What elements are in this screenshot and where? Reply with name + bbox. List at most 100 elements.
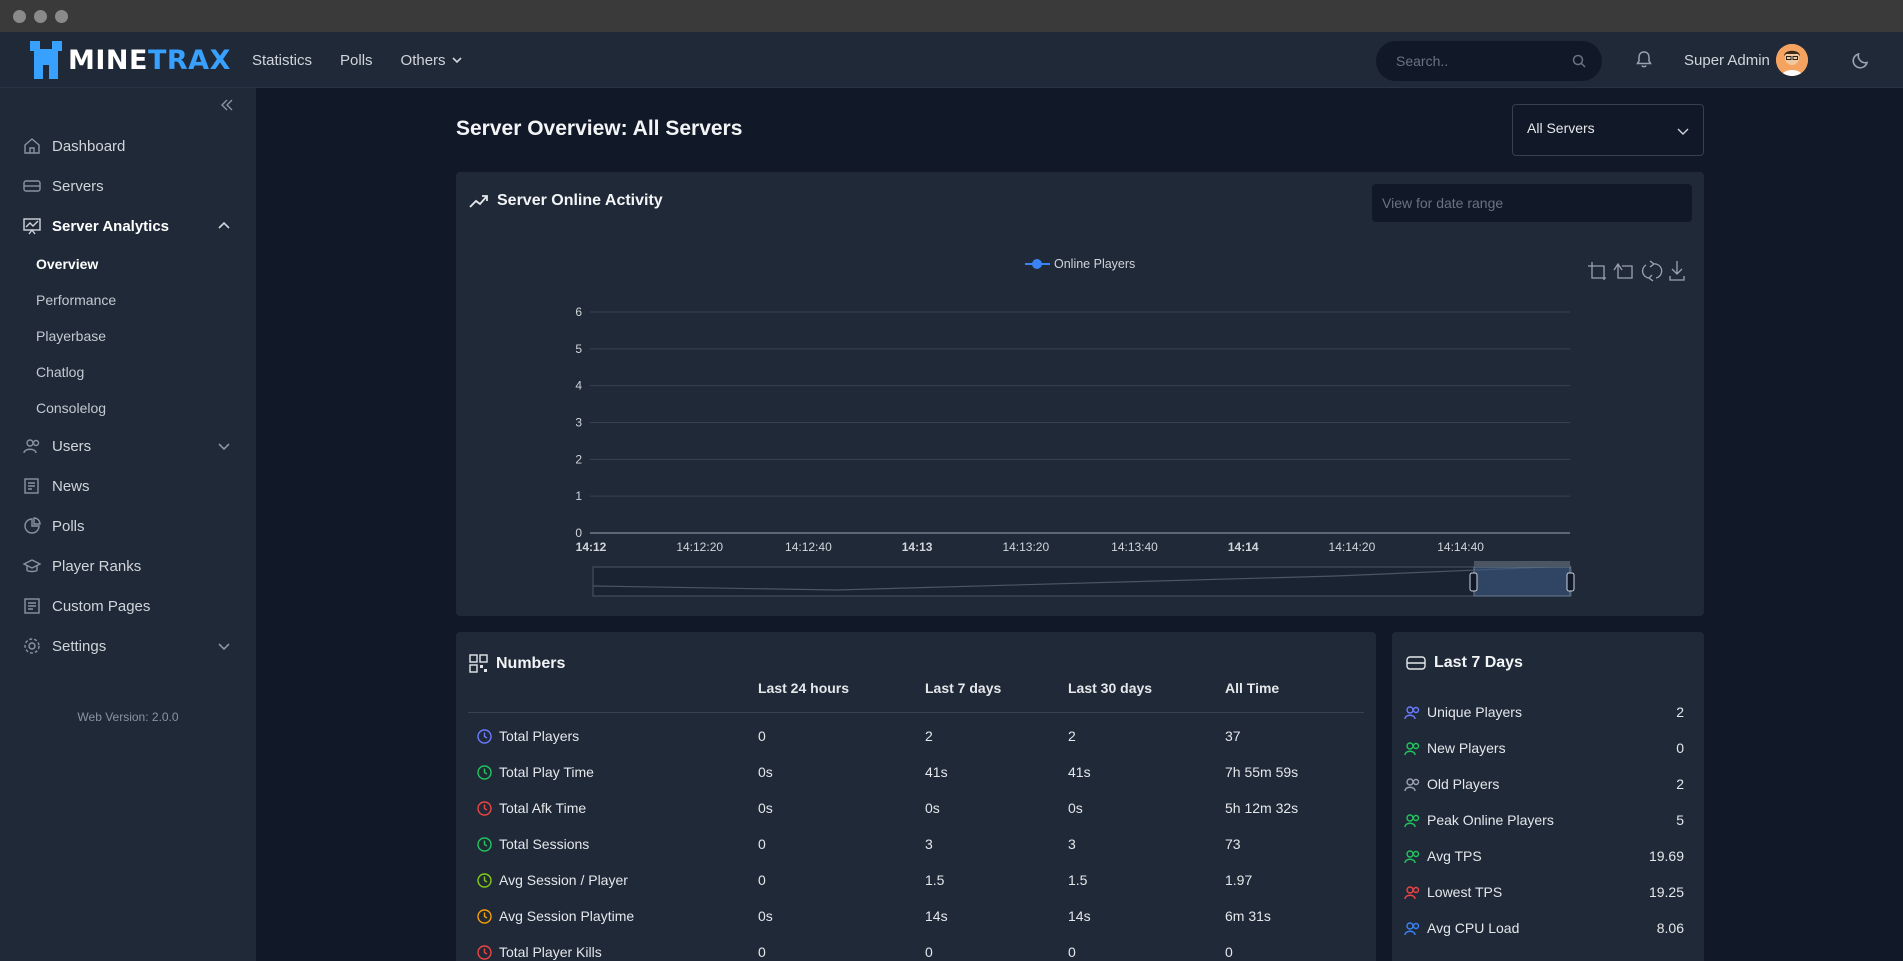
sidebar-item-server-analytics[interactable]: Server Analytics — [0, 206, 256, 246]
chart-legend[interactable]: Online Players — [1025, 257, 1135, 271]
search-icon[interactable] — [1572, 54, 1586, 68]
clock-icon — [477, 800, 492, 816]
chart-toolbox — [1588, 260, 1685, 282]
date-range-picker[interactable] — [1372, 184, 1692, 222]
web-version: Web Version: 2.0.0 — [77, 710, 179, 724]
chevron-down-icon[interactable] — [218, 640, 230, 652]
sidebar-subitem-playerbase[interactable]: Playerbase — [36, 328, 107, 344]
list-item-value: 0 — [1676, 740, 1684, 756]
x-tick-label: 14:13:40 — [1111, 540, 1158, 554]
row-label-cell: Total Play Time — [476, 754, 594, 790]
table-cell: 14s — [1068, 908, 1091, 924]
table-cell: 41s — [1068, 764, 1091, 780]
table-cell: 0 — [1068, 944, 1076, 960]
zoom-reset-icon[interactable] — [1613, 262, 1633, 279]
sidebar-item-polls[interactable]: Polls — [0, 506, 256, 546]
moon-icon[interactable] — [1852, 50, 1871, 69]
window-close-dot[interactable] — [13, 10, 26, 23]
sidebar-item-servers[interactable]: Servers — [0, 166, 256, 206]
x-tick-label: 14:13:20 — [1002, 540, 1049, 554]
sidebar-item-label: Users — [52, 437, 92, 455]
sidebar-subitem-consolelog[interactable]: Consolelog — [36, 400, 107, 416]
window-maximize-dot[interactable] — [55, 10, 68, 23]
sidebar-item-custom-pages[interactable]: Custom Pages — [0, 586, 256, 626]
sidebar-subitem-performance[interactable]: Performance — [36, 292, 117, 308]
date-range-input[interactable] — [1372, 184, 1692, 222]
stat-icon — [1404, 777, 1420, 791]
sidebar-item-player-ranks[interactable]: Player Ranks — [0, 546, 256, 586]
polls-icon — [24, 517, 41, 534]
data-zoom-right-handle[interactable] — [1566, 572, 1575, 592]
search-input[interactable] — [1376, 41, 1566, 81]
nav-others-label: Others — [400, 51, 446, 69]
table-row: Total Sessions 0 3 3 73 — [468, 826, 1364, 862]
bell-icon[interactable] — [1635, 50, 1653, 69]
user-menu[interactable]: Super Admin — [1684, 32, 1808, 88]
window-minimize-dot[interactable] — [34, 10, 47, 23]
server-icon — [23, 180, 41, 192]
sidebar-subitem-chatlog[interactable]: Chatlog — [36, 364, 85, 380]
list-item-label: Avg CPU Load — [1427, 920, 1520, 936]
y-tick-label: 3 — [575, 416, 582, 430]
sidebar-item-dashboard[interactable]: Dashboard — [0, 126, 256, 166]
data-zoom-selection[interactable] — [1473, 566, 1571, 597]
chevron-down-icon — [1677, 128, 1689, 135]
table-cell: 0 — [758, 728, 766, 744]
users-icon — [23, 439, 40, 454]
list-item-label: Old Players — [1427, 776, 1500, 792]
analytics-icon — [23, 218, 41, 235]
sidebar-item-users[interactable]: Users — [0, 426, 256, 466]
chevron-up-icon[interactable] — [218, 220, 230, 232]
sidebar-item-label: Player Ranks — [52, 557, 142, 575]
server-icon — [1406, 656, 1426, 670]
table-cell: 0 — [758, 944, 766, 960]
collapse-sidebar-icon[interactable] — [220, 98, 234, 112]
sidebar-item-label: Dashboard — [52, 137, 126, 155]
list-item-label-group: Unique Players — [1404, 704, 1522, 721]
data-zoom-slider[interactable] — [592, 561, 1575, 597]
nav-others[interactable]: Others — [401, 52, 462, 69]
users-icon — [477, 872, 492, 888]
sidebar-item-news[interactable]: News — [0, 466, 256, 506]
data-zoom-left-handle[interactable] — [1469, 572, 1478, 592]
refresh-icon[interactable] — [1642, 260, 1663, 282]
download-icon[interactable] — [1669, 261, 1685, 281]
data-zoom-move-handle[interactable] — [1474, 561, 1570, 567]
zoom-select-icon[interactable] — [1588, 262, 1606, 280]
list-item-value: 2 — [1676, 704, 1684, 720]
users-icon — [477, 836, 492, 852]
nav-statistics[interactable]: Statistics — [252, 51, 313, 69]
column-header: Last 7 days — [925, 680, 1002, 696]
pages-icon — [24, 598, 40, 614]
stat-icon — [1404, 705, 1420, 719]
numbers-card — [456, 632, 1376, 961]
table-cell: 0s — [758, 800, 773, 816]
list-item-label: Unique Players — [1427, 704, 1522, 720]
y-tick-label: 4 — [575, 379, 582, 393]
online-activity-card — [456, 172, 1704, 616]
x-tick-label: 14:12:40 — [785, 540, 832, 554]
y-tick-label: 2 — [575, 452, 582, 466]
nav-polls[interactable]: Polls — [340, 51, 373, 69]
server-select[interactable]: All Servers — [1512, 104, 1704, 156]
list-item: Old Players 2 — [1404, 766, 1684, 802]
clock-icon — [477, 764, 492, 780]
chart-plot-area: 0 1 2 3 4 5 6 14:12 14:12:20 14:12:40 14:13 14:13:2… — [575, 305, 1570, 554]
chevron-down-icon[interactable] — [218, 440, 230, 452]
table-cell: 0s — [758, 908, 773, 924]
sidebar-subitem-overview[interactable]: Overview — [36, 256, 99, 272]
list-item-label: Peak Online Players — [1427, 812, 1554, 828]
data-zoom-track — [592, 566, 1572, 597]
column-header: Last 30 days — [1068, 680, 1153, 696]
avatar — [1775, 44, 1808, 76]
sidebar-item-label: Settings — [52, 637, 107, 655]
data-zoom-preview-line — [592, 565, 1572, 591]
row-label-cell: Avg Session Playtime — [476, 898, 634, 934]
sidebar-item-settings[interactable]: Settings — [0, 626, 256, 666]
table-cell: 6m 31s — [1225, 908, 1271, 924]
table-row: Avg Session Playtime 0s 14s 14s 6m 31s — [468, 898, 1364, 934]
brand-logo[interactable]: MINETRAX — [30, 41, 231, 79]
table-cell: 73 — [1225, 836, 1241, 852]
news-icon — [24, 478, 39, 494]
brand-name-part2: TRAX — [147, 44, 231, 76]
